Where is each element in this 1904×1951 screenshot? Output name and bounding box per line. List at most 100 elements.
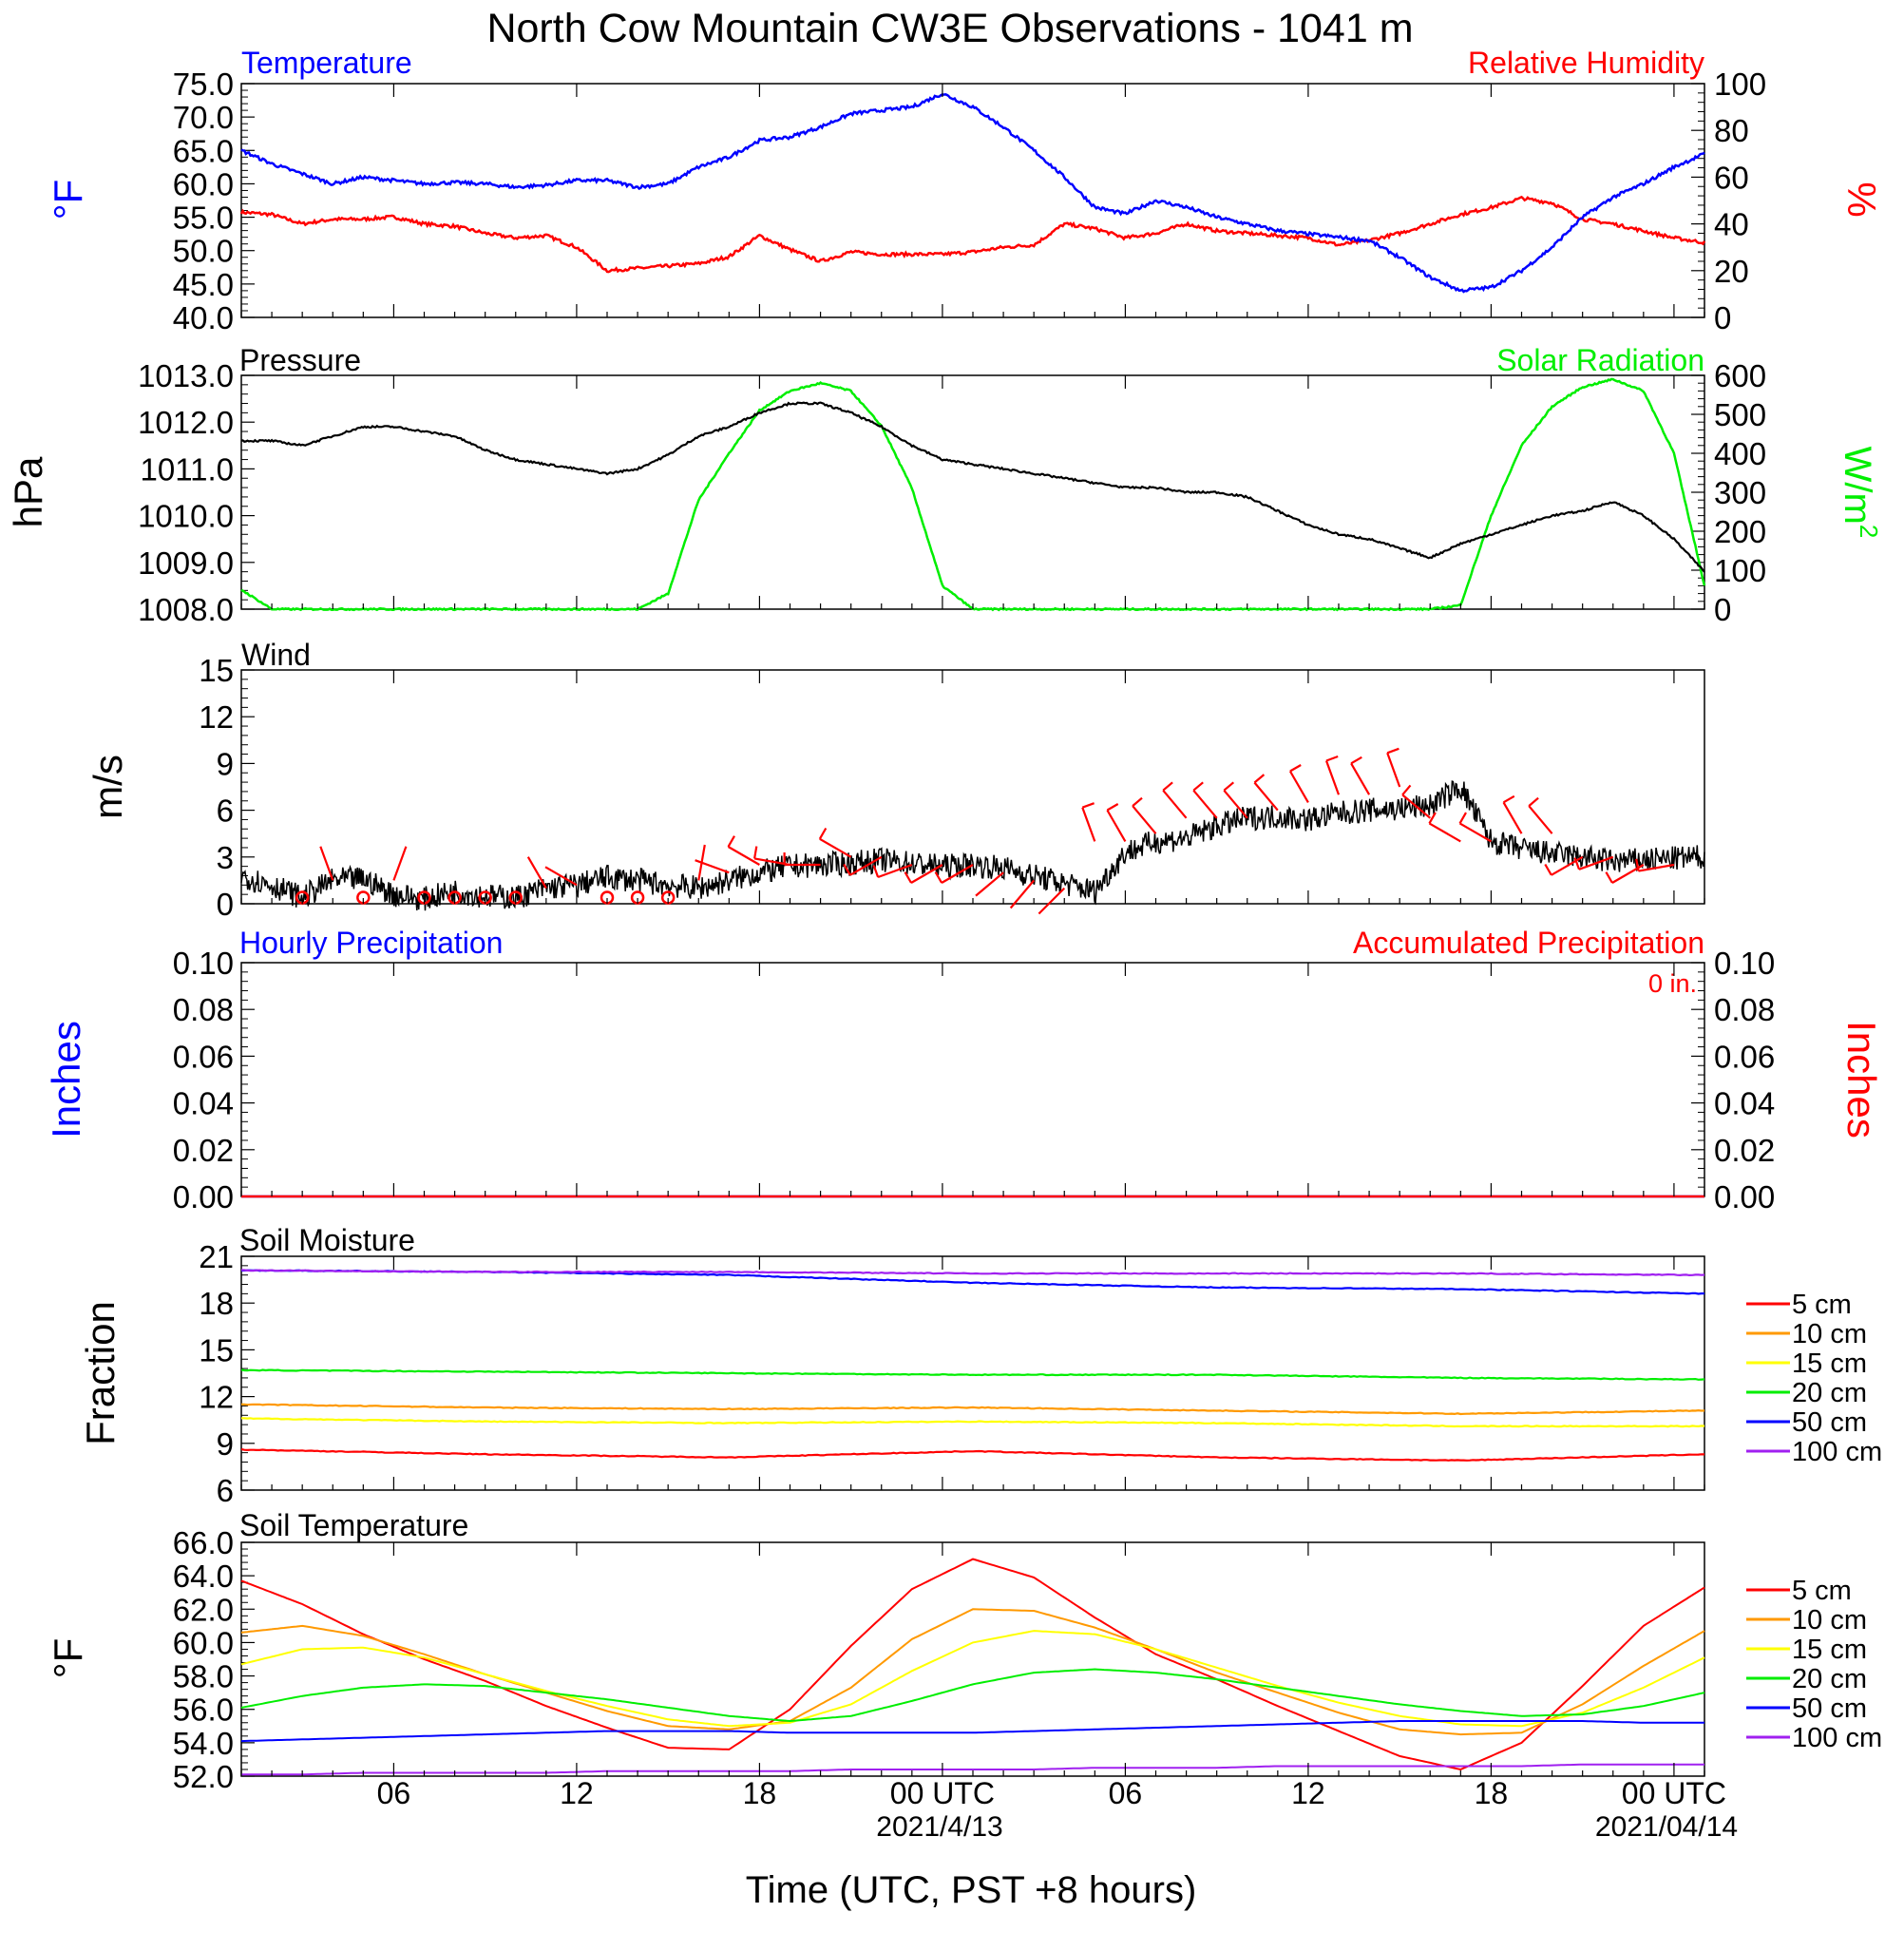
series-lines	[240, 1558, 1705, 1776]
y-tick-label: 58.0	[173, 1659, 234, 1694]
panel-frame	[240, 83, 1705, 318]
panel-title-right: Solar Radiation	[1496, 343, 1704, 377]
y-axis-label-right: %	[1839, 182, 1884, 217]
x-tick-label: 06	[377, 1776, 411, 1810]
legend-label: 100 cm	[1792, 1437, 1882, 1467]
panel-frame	[240, 962, 1705, 1197]
wind-barb	[1106, 803, 1127, 842]
panel-wind: Wind m/s 15 12 9 6 3 0	[86, 638, 1705, 922]
y-ticks-left: 21 18 15 12 9 6	[199, 1239, 255, 1508]
line-pressure	[240, 401, 1705, 573]
wind-barb	[1544, 855, 1584, 876]
wind-barb	[1458, 812, 1492, 843]
figure-title: North Cow Mountain CW3E Observations - 1…	[486, 6, 1413, 51]
y-tick-label: 62.0	[173, 1592, 234, 1627]
legend-label: 20 cm	[1792, 1664, 1867, 1694]
line-soil-moisture-20cm	[240, 1368, 1705, 1381]
wind-barb	[319, 846, 334, 881]
wind-barb	[1192, 781, 1218, 819]
y-tick-label: 1011.0	[141, 451, 234, 487]
panel-title-right: Relative Humidity	[1468, 46, 1704, 80]
y-axis-label: m/s	[86, 755, 130, 819]
y-tick-label: 100	[1714, 553, 1766, 588]
series-lines	[240, 377, 1706, 612]
y-ticks-left: 0.10 0.08 0.06 0.04 0.02 0.00	[173, 946, 255, 1215]
y-tick-label: 0.06	[173, 1039, 234, 1074]
y-ticks-right: 600 500 400 300 200 100 0	[1691, 358, 1766, 627]
line-soil-temp-20cm	[240, 1668, 1705, 1723]
y-tick-label: 0.04	[1714, 1086, 1775, 1121]
y-tick-label: 60.0	[173, 1625, 234, 1660]
y-tick-label: 21	[199, 1239, 234, 1274]
y-tick-label: 600	[1714, 358, 1766, 393]
wind-barb	[1162, 781, 1188, 819]
y-tick-label: 60	[1714, 160, 1749, 195]
panel-pressure-solar: Pressure Solar Radiation hPa W/m2 1013.0…	[6, 343, 1883, 627]
line-temperature	[240, 93, 1705, 294]
x-date-label-2: 2021/04/14	[1595, 1811, 1738, 1843]
wind-barb	[1401, 784, 1432, 819]
y-tick-label: 12	[199, 1380, 234, 1415]
y-axis-label: °F	[46, 1638, 90, 1678]
wind-barb	[1386, 747, 1401, 788]
y-tick-label: 66.0	[173, 1525, 234, 1560]
legend-label: 100 cm	[1792, 1723, 1882, 1753]
y-tick-label: 0.08	[173, 992, 234, 1027]
y-tick-label: 0.00	[1714, 1179, 1775, 1215]
y-tick-label: 100	[1714, 67, 1766, 102]
y-tick-label: 3	[217, 840, 234, 875]
legend-label: 50 cm	[1792, 1407, 1867, 1438]
x-axis: 06 12 18 00 UTC 06 12 18 00 UTC	[240, 84, 1726, 1810]
y-tick-label: 54.0	[173, 1726, 234, 1761]
wind-barb	[1350, 756, 1371, 795]
y-tick-label: 12	[199, 699, 234, 735]
line-soil-temp-5cm	[240, 1558, 1705, 1771]
wind-barb	[1573, 855, 1614, 870]
y-tick-label: 18	[199, 1286, 234, 1321]
wind-barbs	[295, 747, 1675, 915]
panel-title-left: Soil Moisture	[239, 1223, 415, 1257]
y-tick-label: 0	[1714, 300, 1731, 335]
panel-frame	[240, 1255, 1705, 1491]
wind-barb	[1288, 764, 1309, 803]
series-lines	[240, 780, 1705, 911]
wind-barb	[1081, 802, 1096, 842]
wind-barb	[872, 863, 913, 879]
x-date-label-1: 2021/4/13	[876, 1811, 1002, 1843]
wind-barb	[1428, 812, 1461, 843]
series-lines	[239, 93, 1706, 294]
panel-title-right: Accumulated Precipitation	[1353, 926, 1704, 960]
x-tick-label: 12	[1291, 1776, 1325, 1810]
y-ticks-right: 100 80 60 40 20 0	[1691, 67, 1766, 335]
wind-barb	[904, 864, 943, 884]
accumulated-total-label: 0 in.	[1648, 969, 1697, 998]
wind-barb	[1009, 879, 1036, 909]
y-tick-label: 45.0	[173, 267, 234, 302]
y-tick-label: 40.0	[173, 300, 234, 335]
line-soil-temp-15cm	[240, 1630, 1705, 1728]
y-tick-label: 1013.0	[138, 358, 234, 393]
y-tick-label: 200	[1714, 514, 1766, 549]
panel-frame	[240, 1541, 1705, 1777]
y-axis-label: Fraction	[78, 1301, 123, 1445]
y-ticks-left: 15 12 9 6 3 0	[199, 653, 255, 922]
wind-barb	[934, 864, 974, 884]
legend-label: 15 cm	[1792, 1348, 1867, 1379]
y-tick-label: 9	[217, 1426, 234, 1462]
wind-barb	[843, 855, 883, 876]
panel-temperature-humidity: Temperature Relative Humidity °F % 75.07…	[46, 46, 1884, 335]
wind-barb	[1502, 794, 1523, 834]
legend-label: 5 cm	[1792, 1576, 1852, 1606]
line-soil-temp-50cm	[240, 1720, 1704, 1743]
wind-barb	[1253, 774, 1279, 812]
wind-barb	[526, 856, 547, 889]
y-tick-label: 65.0	[173, 133, 234, 168]
y-tick-label: 1008.0	[138, 592, 234, 627]
wind-barb	[695, 859, 730, 874]
y-tick-label: 500	[1714, 397, 1766, 432]
wind-barb	[1132, 796, 1157, 834]
legend-label: 20 cm	[1792, 1378, 1867, 1408]
x-tick-label: 00 UTC	[890, 1776, 995, 1810]
